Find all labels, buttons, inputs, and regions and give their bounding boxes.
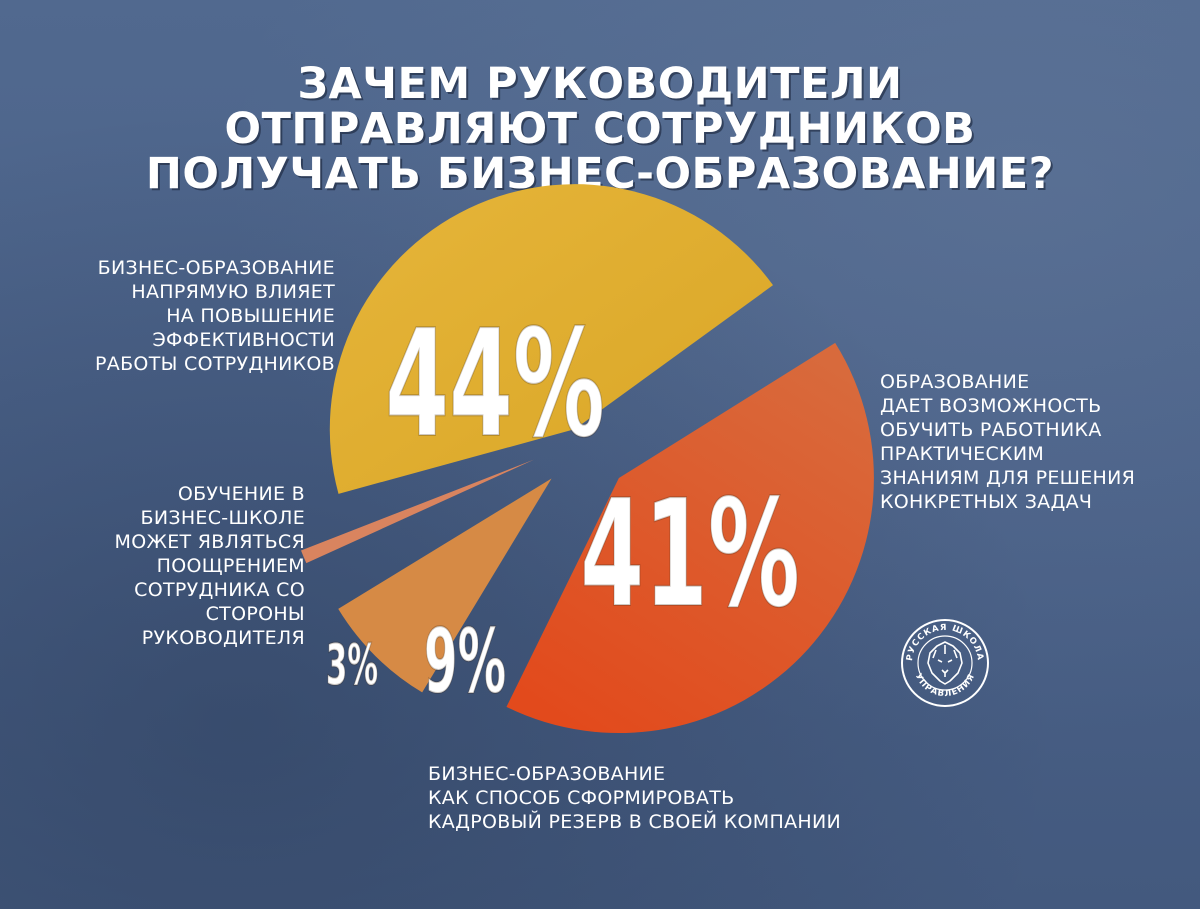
label-line: знаниям для решения [880,467,1136,489]
label-line: бизнес-школе [140,507,305,529]
value-label-reserve: 9% [424,610,506,713]
page-title: ЗАЧЕМ РУКОВОДИТЕЛИ ОТПРАВЛЯЮТ СОТРУДНИКО… [0,62,1200,197]
value-label-reward: 3% [326,632,378,698]
slice-reserve [338,478,552,693]
slice-practice [506,342,874,734]
value-label-efficiency: 44% [385,299,605,471]
label-line: Бизнес-образование [428,763,666,785]
label-line: обучить работника [880,419,1102,441]
label-reward: Обучение в бизнес-школе может являться п… [110,482,305,650]
slice-reward [301,459,534,564]
label-efficiency: Бизнес-образование напрямую влияет на по… [70,256,335,376]
label-line: стороны [205,603,305,625]
label-line: руководителя [141,627,305,649]
school-logo: РУССКАЯ ШКОЛА УПРАВЛЕНИЯ [901,619,989,707]
label-reserve: Бизнес-образование как способ сформирова… [428,762,948,834]
label-line: на повышение [166,305,335,327]
label-practice: Образование дает возможность обучить раб… [880,370,1180,514]
label-line: эффективности [152,329,335,351]
label-line: Бизнес-образование [97,257,335,279]
value-label-practice: 41% [580,469,800,641]
label-line: конкретных задач [880,491,1093,513]
label-line: как способ сформировать [428,787,735,809]
label-line: Обучение в [177,483,305,505]
label-line: поощрением [156,555,305,577]
label-line: дает возможность [880,395,1102,417]
label-line: работы сотрудников [95,353,335,375]
label-line: напрямую влияет [131,281,335,303]
title-line: ОТПРАВЛЯЮТ СОТРУДНИКОВ [224,104,976,154]
lion-icon [927,641,963,685]
label-line: Образование [880,371,1030,393]
label-line: практическим [880,443,1045,465]
title-line: ЗАЧЕМ РУКОВОДИТЕЛИ [297,59,903,109]
slice-efficiency [329,184,774,494]
label-line: кадровый резерв в своей компании [428,811,841,833]
label-line: сотрудника со [134,579,305,601]
label-line: может являться [114,531,305,553]
